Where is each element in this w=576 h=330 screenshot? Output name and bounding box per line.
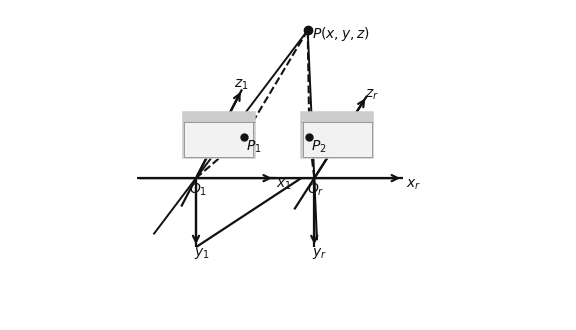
Text: $P_1$: $P_1$	[246, 139, 262, 155]
Text: $P(x, y, z)$: $P(x, y, z)$	[312, 24, 370, 43]
Text: $x_1$: $x_1$	[276, 178, 292, 192]
Bar	[183, 113, 255, 158]
Text: $O_1$: $O_1$	[190, 182, 207, 198]
Text: $z_r$: $z_r$	[365, 87, 379, 102]
Text: $x_r$: $x_r$	[406, 178, 422, 192]
Text: $y_r$: $y_r$	[312, 246, 327, 261]
Text: $z_1$: $z_1$	[234, 77, 248, 92]
Text: $O_r$: $O_r$	[307, 182, 324, 198]
Text: $y_1$: $y_1$	[194, 246, 210, 261]
Text: $P_2$: $P_2$	[311, 139, 327, 155]
Bar	[301, 113, 373, 158]
Bar	[184, 122, 253, 157]
Bar	[303, 122, 372, 157]
